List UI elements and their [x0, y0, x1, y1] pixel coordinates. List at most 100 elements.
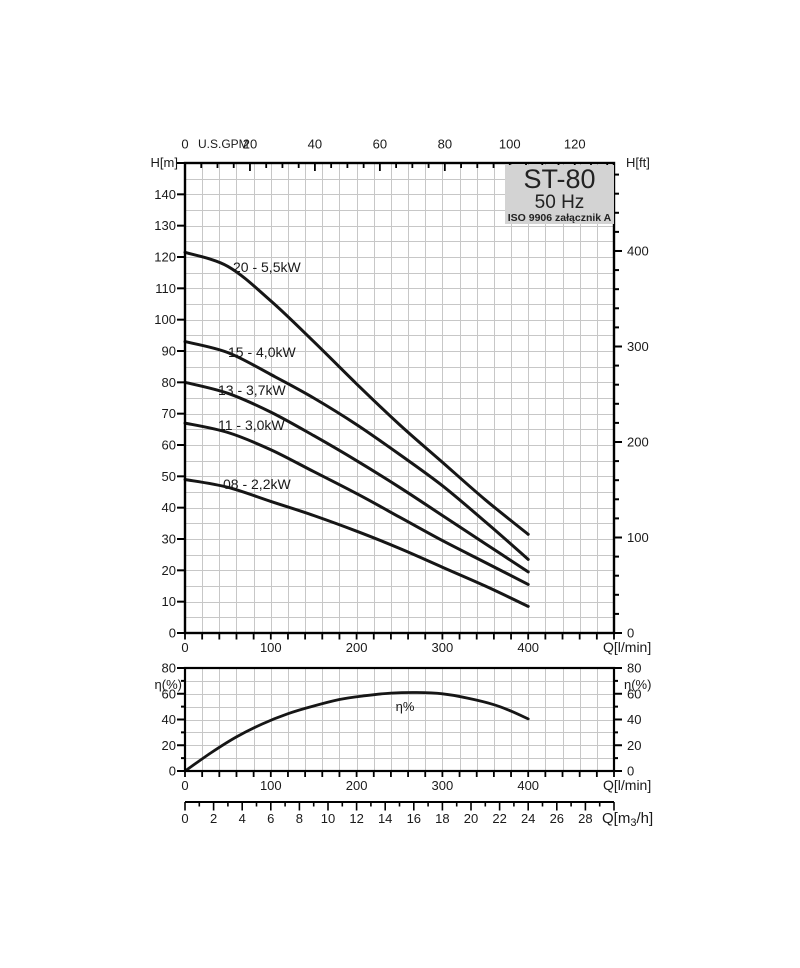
q-m3h-tick-label: 10: [321, 811, 335, 826]
efficiency-right-axis: 0 20 40 60 80η(%): [614, 661, 651, 779]
efficiency-curve-group: η%: [183, 691, 530, 773]
h-m-tick-label: 10: [162, 594, 176, 609]
eta-left-axis-label: η(%): [155, 677, 182, 692]
usgpm-axis-label: U.S.GPM: [198, 137, 249, 151]
pump-head-curves: 20 - 5,5kW 15 - 4,0kW 13 - 3,7kW 11 - 3,0kW…: [183, 250, 530, 608]
q-m3h-tick-label: 24: [521, 811, 535, 826]
h-m-tick-label: 40: [162, 500, 176, 515]
usgpm-tick-label: 100: [499, 137, 521, 152]
h-m-tick-label: 90: [162, 344, 176, 359]
eta-tick-label: 20: [627, 738, 641, 753]
main-right-axis: 0 100 200 300 400 H[ft]: [614, 155, 650, 641]
h-ft-tick-label: 0: [627, 626, 634, 641]
efficiency-curve-label: η%: [396, 699, 415, 714]
pump-curve-2: [183, 380, 530, 574]
eta-right-axis-label: η(%): [624, 677, 651, 692]
eta-tick-label: 80: [627, 661, 641, 676]
efficiency-plot-border: [183, 666, 616, 773]
efficiency-curve: [183, 691, 530, 773]
h-m-tick-label: 110: [155, 281, 176, 296]
q-m3h-tick-label: 8: [296, 811, 303, 826]
q-m3h-tick-label: 16: [407, 811, 421, 826]
q-lmin-tick-label: 400: [517, 778, 539, 793]
h-ft-tick-label: 300: [627, 339, 649, 354]
efficiency-axes: [183, 666, 616, 773]
q-lmin-tick-label: 300: [432, 640, 454, 655]
h-m-tick-label: 60: [162, 438, 176, 453]
main-bottom-axis: 0 100 200 300 400 Q[l/min]: [181, 633, 651, 655]
main-chart-axes: [183, 161, 616, 635]
h-ft-axis-label: H[ft]: [626, 155, 650, 170]
eta-tick-label: 60: [627, 686, 641, 701]
h-m-tick-label: 30: [162, 532, 176, 547]
usgpm-tick-label: 80: [438, 137, 452, 152]
efficiency-grid: [185, 668, 614, 771]
q-m3h-tick-label: 2: [210, 811, 217, 826]
h-m-tick-label: 70: [162, 406, 176, 421]
q-lmin-tick-label: 0: [181, 640, 188, 655]
q-m3h-tick-label: 20: [464, 811, 478, 826]
q-lmin-tick-label: 200: [346, 778, 368, 793]
h-m-axis-label: H[m]: [151, 155, 178, 170]
main-plot-border: [183, 161, 616, 635]
curve-label-3: 11 - 3,0kW: [218, 417, 285, 433]
title-box: ST-80 50 Hz ISO 9906 załącznik A: [505, 165, 614, 224]
q-lmin-axis-label: Q[l/min]: [603, 777, 651, 793]
q-m3h-tick-label: 18: [435, 811, 449, 826]
eta-tick-label: 0: [169, 764, 176, 779]
curve-label-0: 20 - 5,5kW: [233, 259, 301, 275]
pump-curve-1: [183, 340, 530, 561]
pump-curve-3: [183, 421, 530, 586]
h-m-tick-label: 20: [162, 563, 176, 578]
usgpm-tick-label: 40: [308, 137, 322, 152]
q-lmin-tick-label: 300: [432, 778, 454, 793]
pump-curve-0: [183, 250, 530, 536]
eta-tick-label: 60: [162, 686, 176, 701]
flow-m3h-axis: 0 2 4 6 8 10 12 14 16 18 20 22 24 26 28 Q[m3/h]: [181, 801, 653, 829]
usgpm-tick-label: 0: [181, 137, 188, 152]
h-m-tick-label: 120: [154, 250, 176, 265]
q-lmin-tick-label: 100: [260, 778, 282, 793]
q-lmin-axis-label: Q[l/min]: [603, 639, 651, 655]
q-m3h-tick-label: 6: [267, 811, 274, 826]
q-lmin-tick-label: 100: [260, 640, 282, 655]
q-m3h-tick-label: 26: [550, 811, 564, 826]
usgpm-tick-label: 120: [564, 137, 586, 152]
h-ft-tick-label: 200: [627, 434, 649, 449]
q-lmin-tick-label: 0: [181, 778, 188, 793]
model-label: ST-80: [523, 164, 596, 194]
h-m-tick-label: 80: [162, 375, 176, 390]
curve-label-4: 08 - 2,2kW: [223, 476, 291, 492]
main-left-axis: 0 10 20 30 40 50 60 70 80 90 100 110 120 130 140 H[m]: [151, 155, 185, 641]
q-m3h-axis-label: Q[m3/h]: [602, 810, 653, 829]
eta-tick-label: 80: [162, 661, 176, 676]
curve-label-1: 15 - 4,0kW: [228, 344, 296, 360]
eta-tick-label: 40: [162, 712, 176, 727]
h-m-tick-label: 130: [154, 218, 176, 233]
q-m3h-tick-label: 0: [181, 811, 188, 826]
usgpm-tick-label: 20: [243, 137, 257, 152]
q-m3h-tick-label: 28: [578, 811, 592, 826]
q-m3h-tick-label: 12: [349, 811, 363, 826]
eta-tick-label: 20: [162, 738, 176, 753]
pump-curve-4: [183, 478, 530, 608]
h-ft-tick-label: 400: [627, 243, 649, 258]
q-m3h-tick-label: 22: [492, 811, 506, 826]
h-ft-tick-label: 100: [627, 530, 649, 545]
usgpm-tick-label: 60: [373, 137, 387, 152]
h-m-tick-label: 140: [154, 187, 176, 202]
h-m-tick-label: 50: [162, 469, 176, 484]
q-lmin-tick-label: 400: [517, 640, 539, 655]
eta-tick-label: 0: [627, 764, 634, 779]
q-m3h-tick-label: 14: [378, 811, 392, 826]
curve-label-2: 13 - 3,7kW: [218, 382, 286, 398]
main-top-axis: 0 20 40 60 80 100 120 U.S.GPM: [181, 137, 609, 171]
efficiency-bottom-axis: 0 100 200 300 400 Q[l/min]: [181, 771, 651, 793]
q-m3h-tick-label: 4: [239, 811, 246, 826]
standard-label: ISO 9906 załącznik A: [507, 212, 612, 224]
efficiency-left-axis: 0 20 40 60 80η(%): [155, 661, 185, 779]
eta-tick-label: 40: [627, 712, 641, 727]
h-m-tick-label: 0: [169, 626, 176, 641]
